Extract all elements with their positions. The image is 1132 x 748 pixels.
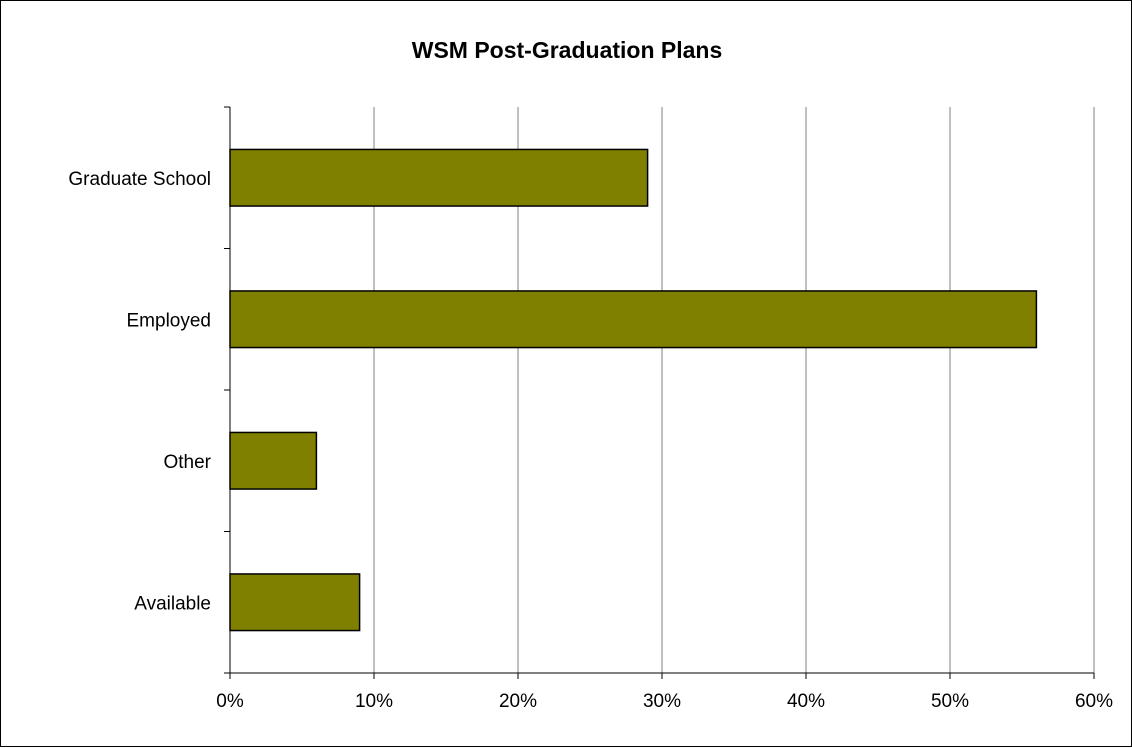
bars (229, 148, 1038, 632)
bar (229, 573, 361, 632)
y-category-label: Graduate School (68, 169, 211, 190)
x-tick-label: 20% (499, 691, 537, 712)
x-tick-label: 10% (355, 691, 393, 712)
y-category-label: Employed (127, 310, 212, 331)
axes (224, 106, 1095, 679)
y-category-label: Available (134, 593, 211, 614)
x-tick-label: 30% (643, 691, 681, 712)
bar (229, 290, 1038, 349)
chart-title: WSM Post-Graduation Plans (412, 37, 723, 63)
x-tick-label: 40% (787, 691, 825, 712)
x-tick-label: 60% (1075, 691, 1113, 712)
x-tick-label: 0% (216, 691, 244, 712)
y-category-label: Other (163, 452, 211, 473)
tick-labels: 0% 10% 20% 30% 40% 50% 60% Graduate School Emplo… (68, 169, 1113, 712)
bar (229, 148, 649, 207)
x-tick-label: 50% (931, 691, 969, 712)
bar (229, 431, 318, 490)
